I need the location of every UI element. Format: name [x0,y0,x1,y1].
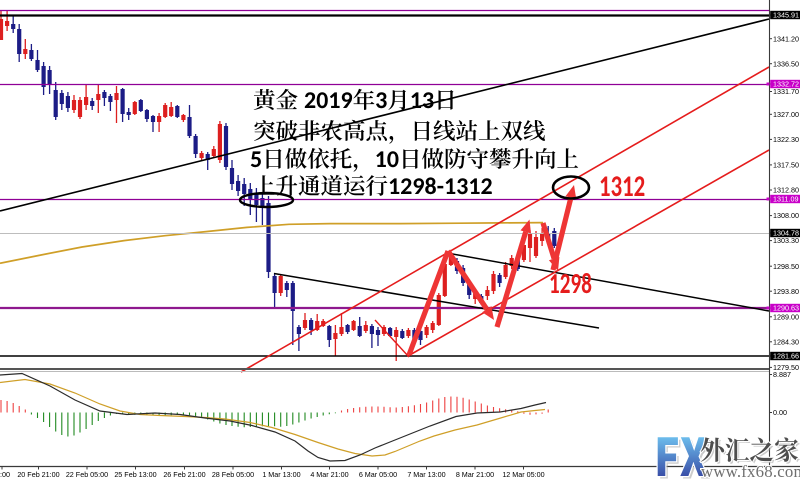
svg-text:26 Feb 21:00: 26 Feb 21:00 [163,470,205,479]
svg-text:1279.50: 1279.50 [773,363,799,372]
svg-text:1317.50: 1317.50 [773,161,799,170]
svg-text:1341.20: 1341.20 [773,34,799,43]
svg-text:www.fx68.com: www.fx68.com [701,462,800,481]
svg-text:12 Mar 05:00: 12 Mar 05:00 [502,470,544,479]
svg-text:1 Mar 13:00: 1 Mar 13:00 [262,470,300,479]
svg-text:7 Mar 13:00: 7 Mar 13:00 [407,470,445,479]
svg-text:20 Feb 21:00: 20 Feb 21:00 [17,470,59,479]
svg-text:22 Feb 05:00: 22 Feb 05:00 [66,470,108,479]
svg-text:1298.50: 1298.50 [773,262,799,271]
svg-text:1311.09: 1311.09 [773,195,798,204]
svg-text:1289.00: 1289.00 [773,312,799,321]
svg-text:1327.00: 1327.00 [773,110,799,119]
svg-text:1345.91: 1345.91 [773,11,799,20]
svg-text:6 Mar 05:00: 6 Mar 05:00 [359,470,397,479]
svg-text:1284.30: 1284.30 [773,337,799,346]
svg-text:1332.72: 1332.72 [773,80,799,89]
svg-text:1312.80: 1312.80 [773,186,799,195]
svg-text:1281.66: 1281.66 [773,352,799,361]
svg-text:1293.80: 1293.80 [773,287,799,296]
svg-text:1304.78: 1304.78 [773,229,799,238]
svg-text:0.00: 0.00 [773,408,787,417]
svg-text:1290.63: 1290.63 [773,304,799,313]
svg-text:1322.30: 1322.30 [773,135,799,144]
svg-text:8.887: 8.887 [773,370,791,379]
svg-text:8 Mar 21:00: 8 Mar 21:00 [456,470,494,479]
svg-text:1303.30: 1303.30 [773,236,799,245]
svg-text:1331.70: 1331.70 [773,87,799,96]
svg-text:28 Feb 05:00: 28 Feb 05:00 [212,470,254,479]
svg-text:4 Mar 21:00: 4 Mar 21:00 [310,470,348,479]
svg-text:25 Feb 13:00: 25 Feb 13:00 [114,470,156,479]
svg-text:1308.00: 1308.00 [773,211,799,220]
svg-text:1336.50: 1336.50 [773,59,799,68]
svg-text::00: :00 [0,470,10,479]
